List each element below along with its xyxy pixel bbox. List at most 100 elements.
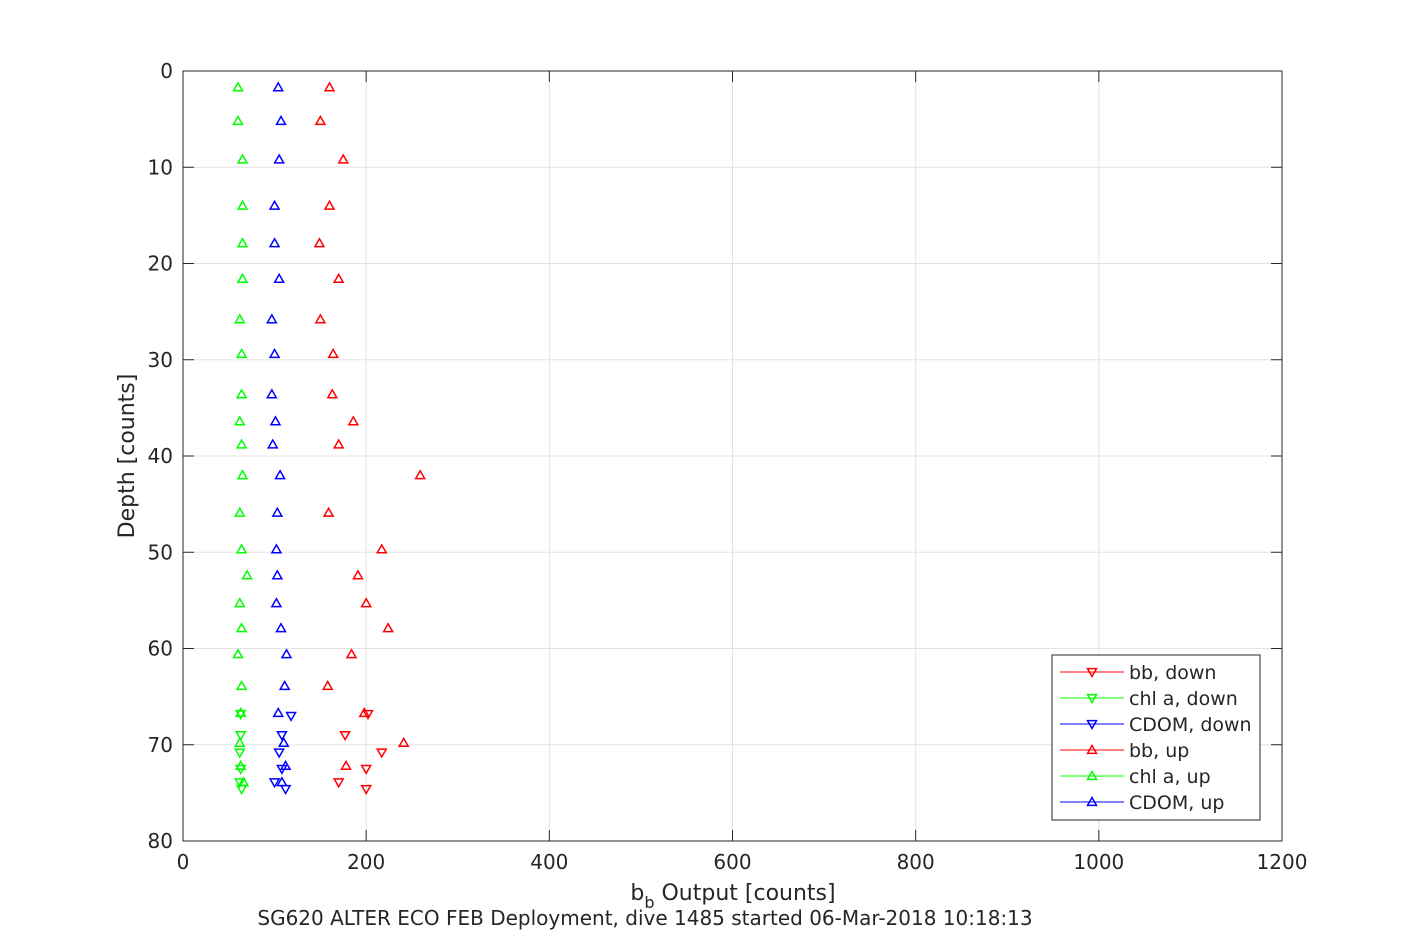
point-3-17 bbox=[345, 648, 358, 659]
point-3-20 bbox=[397, 736, 410, 747]
x-axis-label-rest: Output [counts] bbox=[655, 881, 836, 906]
point-5-12 bbox=[271, 506, 284, 517]
point-4-5 bbox=[236, 272, 249, 284]
point-4-9 bbox=[233, 415, 246, 426]
point-3-12 bbox=[322, 506, 335, 517]
y-tick-label-5: 50 bbox=[148, 540, 173, 564]
y-tick-label-0: 0 bbox=[160, 59, 173, 83]
point-0-5 bbox=[360, 784, 372, 796]
point-4-20 bbox=[233, 736, 246, 747]
point-3-10 bbox=[332, 438, 345, 449]
point-2-2 bbox=[273, 748, 285, 759]
point-5-20 bbox=[277, 736, 290, 747]
y-tick-label-4: 40 bbox=[148, 444, 173, 468]
point-5-5 bbox=[273, 272, 285, 284]
x-tick-label-6: 1200 bbox=[1257, 850, 1308, 874]
point-5-21 bbox=[279, 759, 292, 771]
point-0-4 bbox=[332, 778, 345, 789]
point-3-7 bbox=[327, 347, 339, 359]
point-2-0 bbox=[285, 711, 297, 722]
point-5-0 bbox=[272, 81, 285, 92]
series-3 bbox=[313, 81, 426, 771]
point-0-2 bbox=[375, 748, 388, 759]
point-3-4 bbox=[313, 237, 326, 248]
x-ticks: 0 200 400 600 800 1000 1200 bbox=[177, 71, 1308, 874]
point-5-22 bbox=[276, 776, 288, 787]
point-5-13 bbox=[270, 543, 283, 554]
point-4-10 bbox=[235, 438, 248, 449]
point-3-11 bbox=[414, 469, 426, 480]
point-5-17 bbox=[280, 648, 293, 659]
point-5-7 bbox=[268, 347, 281, 359]
legend-label-5: CDOM, up bbox=[1129, 792, 1224, 814]
point-4-16 bbox=[235, 622, 248, 633]
point-5-18 bbox=[278, 680, 291, 691]
point-3-8 bbox=[326, 388, 339, 399]
point-4-3 bbox=[236, 199, 249, 210]
point-4-15 bbox=[233, 597, 246, 608]
legend-marker-5 bbox=[1086, 795, 1098, 807]
point-3-1 bbox=[314, 115, 327, 126]
point-5-10 bbox=[266, 438, 279, 449]
x-tick-label-1: 200 bbox=[347, 850, 385, 874]
x-tick-label-5: 1000 bbox=[1073, 850, 1124, 874]
y-tick-label-1: 10 bbox=[148, 155, 173, 179]
point-4-0 bbox=[232, 81, 244, 92]
point-5-16 bbox=[275, 622, 287, 633]
point-5-14 bbox=[271, 569, 284, 580]
point-4-12 bbox=[233, 506, 246, 517]
point-2-1 bbox=[276, 731, 288, 742]
legend-marker-3 bbox=[1086, 743, 1098, 755]
y-tick-label-3: 30 bbox=[148, 348, 173, 372]
series-4 bbox=[232, 81, 253, 787]
point-1-0 bbox=[234, 709, 247, 720]
point-4-14 bbox=[241, 569, 253, 580]
point-5-2 bbox=[273, 153, 285, 164]
point-3-14 bbox=[352, 569, 364, 580]
x-tick-label-0: 0 bbox=[177, 850, 190, 874]
point-1-1 bbox=[234, 731, 247, 742]
point-4-13 bbox=[235, 543, 248, 554]
legend-marker-1 bbox=[1086, 693, 1098, 705]
point-3-15 bbox=[360, 597, 372, 608]
point-3-16 bbox=[382, 622, 394, 633]
x-tick-label-4: 800 bbox=[897, 850, 935, 874]
point-4-8 bbox=[235, 388, 248, 399]
legend-marker-2 bbox=[1086, 719, 1098, 731]
legend-label-4: chl a, up bbox=[1129, 766, 1211, 788]
x-axis-label-main: b bbox=[630, 881, 644, 906]
point-5-6 bbox=[266, 313, 278, 324]
y-ticks: 0 10 20 30 40 50 60 70 80 bbox=[148, 59, 1282, 853]
point-5-4 bbox=[268, 237, 281, 248]
point-4-19 bbox=[234, 706, 247, 718]
point-4-2 bbox=[236, 153, 249, 164]
point-5-11 bbox=[274, 469, 286, 480]
point-4-22 bbox=[237, 776, 250, 787]
point-0-0 bbox=[362, 709, 374, 720]
y-tick-label-6: 60 bbox=[148, 637, 173, 661]
point-4-4 bbox=[236, 237, 249, 248]
legend-label-1: chl a, down bbox=[1129, 688, 1238, 710]
point-3-2 bbox=[337, 153, 350, 164]
point-2-4 bbox=[268, 778, 281, 789]
y-tick-label-8: 80 bbox=[148, 829, 173, 853]
legend: bb, down chl a, down CDOM, down bb, up chl a… bbox=[1051, 654, 1261, 821]
legend-marker-0 bbox=[1086, 667, 1098, 679]
legend-label-2: CDOM, down bbox=[1129, 714, 1252, 736]
point-5-3 bbox=[268, 199, 281, 210]
y-tick-label-2: 20 bbox=[148, 252, 173, 276]
point-1-2 bbox=[233, 748, 246, 759]
point-0-3 bbox=[360, 764, 372, 775]
point-3-19 bbox=[358, 706, 371, 718]
x-tick-label-2: 400 bbox=[530, 850, 568, 874]
legend-label-0: bb, down bbox=[1129, 662, 1216, 684]
point-3-0 bbox=[323, 81, 336, 92]
point-1-4 bbox=[233, 778, 246, 789]
point-3-6 bbox=[314, 313, 327, 324]
point-0-1 bbox=[339, 731, 351, 742]
data-marks bbox=[232, 81, 426, 796]
point-5-9 bbox=[269, 415, 282, 426]
x-axis-label-subscript: b bbox=[644, 893, 654, 912]
point-5-19 bbox=[272, 706, 285, 718]
point-4-7 bbox=[235, 347, 248, 359]
